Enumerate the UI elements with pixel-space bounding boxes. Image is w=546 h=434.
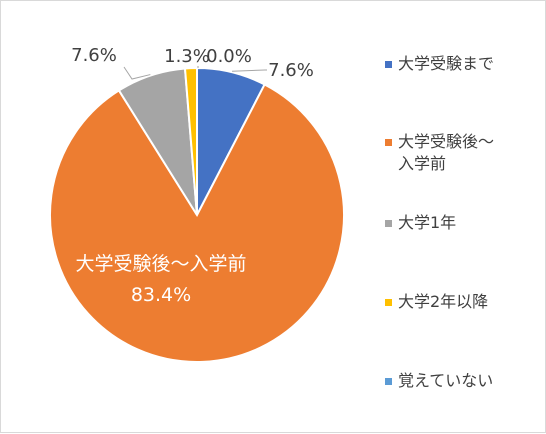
leader-line-2 bbox=[123, 66, 151, 80]
inside-label-category: 大学受験後～入学前 bbox=[75, 253, 246, 275]
legend-label-3: 大学2年以降 bbox=[398, 292, 489, 311]
legend-item-2: 大学1年 bbox=[385, 212, 528, 234]
legend-label-0: 大学受験まで bbox=[398, 54, 495, 73]
legend-swatch-0 bbox=[385, 61, 392, 68]
legend-swatch-3 bbox=[385, 299, 392, 306]
legend-swatch-1 bbox=[385, 139, 392, 146]
pie-chart: 7.6% 7.6% 1.3%0.0% 大学受験後～入学前 83.4% bbox=[49, 45, 345, 363]
pie-slice-1 bbox=[49, 83, 345, 363]
data-labels: 7.6% 7.6% 1.3%0.0% 大学受験後～入学前 83.4% bbox=[71, 45, 314, 306]
leader-lines bbox=[123, 66, 267, 80]
legend-item-4: 覚えていない bbox=[385, 370, 528, 392]
data-label-3: 1.3% bbox=[164, 46, 210, 67]
legend-label-4: 覚えていない bbox=[398, 371, 494, 390]
data-label-0: 7.6% bbox=[268, 60, 314, 81]
legend-item-3: 大学2年以降 bbox=[385, 291, 528, 313]
legend-item-0: 大学受験まで bbox=[385, 53, 528, 75]
legend-label-2: 大学1年 bbox=[398, 213, 457, 232]
inside-label-value: 83.4% bbox=[131, 284, 191, 306]
pie-slices bbox=[49, 66, 345, 363]
legend-label-1: 大学受験後～ 入学前 bbox=[398, 132, 495, 173]
legend-swatch-4 bbox=[385, 378, 392, 385]
legend: 大学受験まで 大学受験後～ 入学前 大学1年 大学2年以降 覚えていない bbox=[385, 1, 546, 434]
data-label-4: 0.0% bbox=[206, 46, 252, 67]
legend-item-1: 大学受験後～ 入学前 bbox=[385, 131, 528, 175]
legend-swatch-2 bbox=[385, 220, 392, 227]
data-label-2: 7.6% bbox=[71, 45, 117, 66]
pie-slice-3 bbox=[183, 66, 198, 216]
leader-line-0 bbox=[232, 69, 267, 72]
